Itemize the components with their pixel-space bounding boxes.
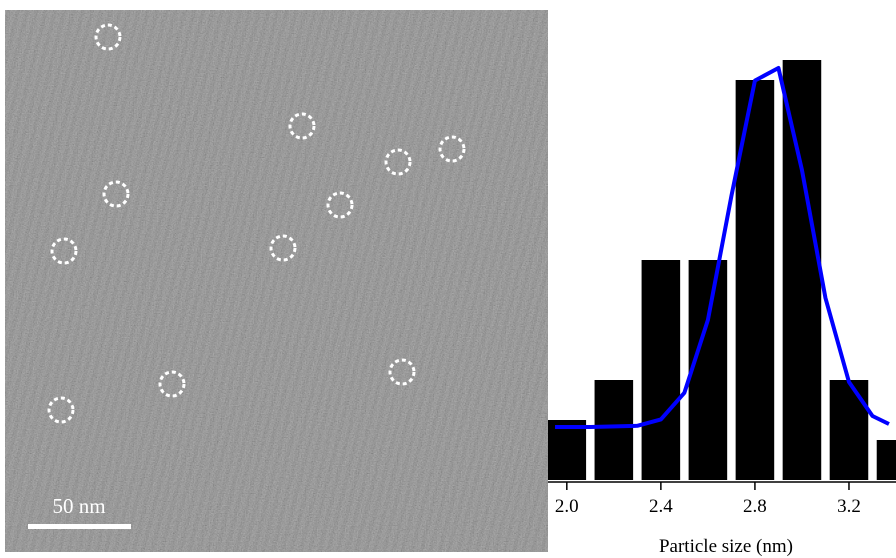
x-tick-label: 3.2 [837,496,861,517]
plot-area [548,60,896,480]
x-axis-label: Particle size (nm) [659,536,793,557]
bar [641,260,681,480]
x-tick-label: 2.0 [555,496,579,517]
bar [829,380,869,480]
bar [548,420,587,480]
bar [688,260,728,480]
fit-curve [555,66,890,429]
scale-bar [28,524,131,529]
scale-bar-label: 50 nm [52,494,105,518]
x-tick-label: 2.8 [743,496,767,517]
x-tick-label: 2.4 [649,496,673,517]
bar [782,60,822,480]
bar [876,440,896,480]
bar [594,380,634,480]
particle-markers [47,23,466,424]
tem-image: 50 nm [5,10,548,552]
